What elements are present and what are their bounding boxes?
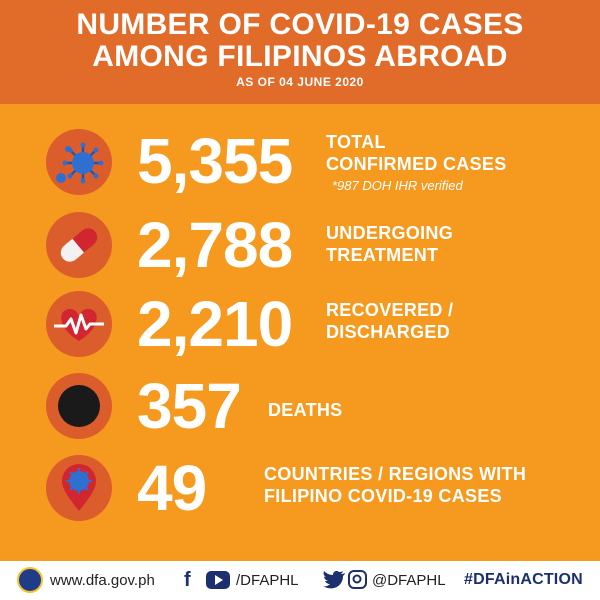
undergoing-treatment-label-line-1: UNDERGOING	[326, 223, 454, 243]
stat-row-recovered: 2,210 RECOVERED / DISCHARGED	[0, 285, 600, 363]
black-circle-icon	[46, 373, 112, 439]
footer-hashtag[interactable]: #DFAinACTION	[464, 571, 583, 588]
stat-row-deaths: 357 DEATHS	[0, 368, 600, 446]
heartbeat-icon	[46, 291, 112, 357]
deaths-label: DEATHS	[268, 400, 343, 420]
total-confirmed-label-line-2: CONFIRMED CASES	[326, 154, 507, 174]
dfa-seal-icon	[17, 567, 43, 593]
footer-website[interactable]: www.dfa.gov.ph	[50, 572, 155, 589]
as-of-date: AS OF 04 JUNE 2020	[236, 75, 364, 89]
recovered-value: 2,210	[137, 288, 293, 360]
twitter-icon[interactable]	[322, 570, 346, 590]
facebook-icon[interactable]: f	[184, 569, 191, 591]
virus-icon	[46, 129, 112, 195]
stat-row-countries: 49 COUNTRIES / REGIONS WITH FILIPINO COV…	[0, 449, 600, 527]
total-confirmed-label-line-1: TOTAL	[326, 132, 386, 152]
countries-label-line-1: COUNTRIES / REGIONS WITH	[264, 464, 527, 484]
countries-value: 49	[137, 452, 207, 524]
stat-row-undergoing-treatment: 2,788 UNDERGOING TREATMENT	[0, 206, 600, 284]
countries-label-line-2: FILIPINO COVID-19 CASES	[264, 486, 502, 506]
footer-twitter-instagram-handle[interactable]: @DFAPHL	[372, 572, 446, 589]
youtube-icon[interactable]	[206, 571, 230, 589]
undergoing-treatment-value: 2,788	[137, 209, 293, 281]
title-line-2: AMONG FILIPINOS ABROAD	[92, 40, 508, 73]
title-line-1: NUMBER OF COVID-19 CASES	[76, 8, 524, 41]
stat-row-total-confirmed: 5,355 TOTAL CONFIRMED CASES *987 DOH IHR…	[0, 121, 600, 199]
footer-bar: www.dfa.gov.ph f /DFAPHL @DFAPHL #DFAinA…	[0, 561, 600, 600]
deaths-value: 357	[137, 370, 242, 442]
footer-facebook-youtube-handle[interactable]: /DFAPHL	[236, 572, 299, 589]
capsule-icon	[46, 212, 112, 278]
location-pin-virus-icon	[46, 455, 112, 521]
instagram-icon[interactable]	[348, 570, 367, 589]
recovered-label-line-1: RECOVERED /	[326, 300, 454, 320]
undergoing-treatment-label-line-2: TREATMENT	[326, 245, 439, 265]
recovered-label-line-2: DISCHARGED	[326, 322, 451, 342]
total-confirmed-value: 5,355	[137, 125, 293, 197]
header-banner: NUMBER OF COVID-19 CASES AMONG FILIPINOS…	[0, 0, 600, 104]
total-confirmed-note: *987 DOH IHR verified	[332, 178, 463, 193]
